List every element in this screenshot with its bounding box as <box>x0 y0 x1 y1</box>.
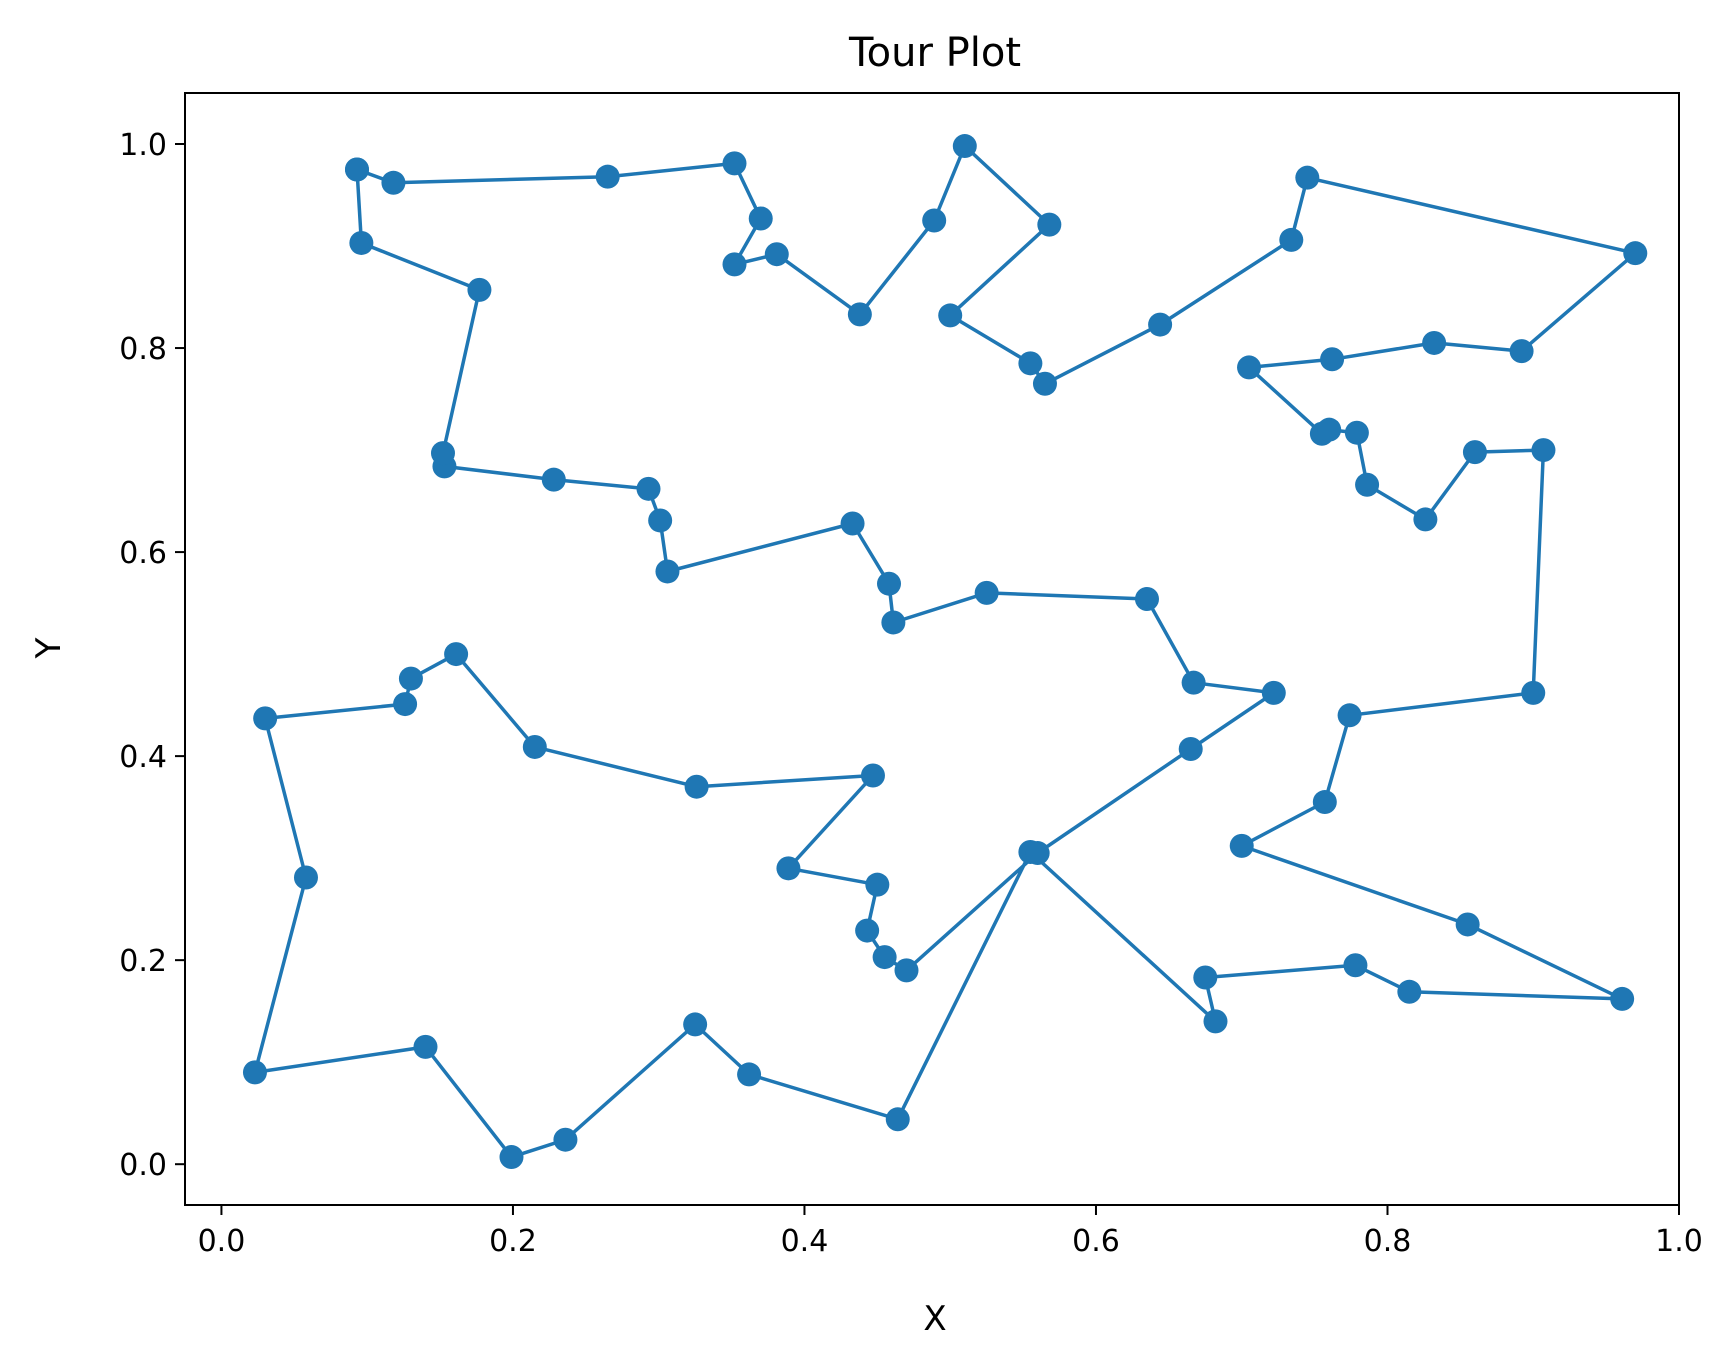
tour-point <box>1295 165 1320 190</box>
tour-point <box>1237 355 1262 380</box>
y-tick-label: 1.0 <box>119 128 167 163</box>
tour-point <box>522 734 547 759</box>
x-axis-label: X <box>923 1299 946 1339</box>
x-tick-label: 0.0 <box>198 1224 246 1259</box>
tour-point <box>840 511 865 536</box>
tour-point <box>1344 420 1369 445</box>
y-tick-label: 0.4 <box>119 740 167 775</box>
tour-point <box>877 571 902 596</box>
tour-point <box>1134 587 1159 612</box>
tour-point <box>413 1034 438 1059</box>
tour-point <box>1422 330 1447 355</box>
tour-point <box>1455 912 1480 937</box>
tour-point <box>722 252 747 277</box>
tour-point <box>684 774 709 799</box>
tour-point <box>885 1107 910 1132</box>
tour-point <box>737 1062 762 1087</box>
tour-point <box>865 872 890 897</box>
tour-point <box>541 467 566 492</box>
tour-point <box>776 856 801 881</box>
tour-point <box>1279 227 1304 252</box>
y-tick-label: 0.2 <box>119 944 167 979</box>
tour-point <box>398 666 423 691</box>
tour-point <box>938 303 963 328</box>
tour-point <box>748 206 773 231</box>
chart-title: Tour Plot <box>848 30 1021 76</box>
tour-point <box>855 918 880 943</box>
tour-point <box>1037 212 1062 237</box>
tour-point <box>1203 1009 1228 1034</box>
tour-point <box>722 151 747 176</box>
tour-point <box>636 476 661 501</box>
tour-point <box>349 230 374 255</box>
tour-point <box>1320 347 1345 372</box>
tour-point <box>242 1060 267 1085</box>
plot-area-frame <box>184 92 1680 1206</box>
y-axis-ticks: 0.0 0.2 0.4 0.6 0.8 1.0 <box>119 128 185 1183</box>
x-tick-label: 0.4 <box>781 1224 829 1259</box>
y-tick-label: 0.6 <box>119 536 167 571</box>
tour-point <box>467 277 492 302</box>
tour-point <box>1531 438 1556 463</box>
tour-point <box>1181 670 1206 695</box>
tour-point <box>847 302 872 327</box>
x-axis-ticks: 0.0 0.2 0.4 0.6 0.8 1.0 <box>198 1205 1703 1259</box>
tour-point <box>683 1012 708 1037</box>
tour-point <box>595 164 620 189</box>
tour-point <box>293 865 318 890</box>
tour-point <box>430 441 455 466</box>
tour-point <box>393 692 418 717</box>
tour-series <box>242 134 1648 1170</box>
tour-point <box>344 157 369 182</box>
tour-point <box>894 958 919 983</box>
tour-point <box>1397 979 1422 1004</box>
tour-point <box>253 706 278 731</box>
tour-point <box>1355 472 1380 497</box>
tour-point <box>1509 339 1534 364</box>
tour-point <box>648 508 673 533</box>
tour-point <box>1025 841 1050 866</box>
tour-point <box>922 208 947 233</box>
x-tick-label: 0.6 <box>1072 1224 1120 1259</box>
tour-point <box>881 610 906 635</box>
tour-point <box>1343 953 1368 978</box>
x-tick-label: 0.8 <box>1364 1224 1412 1259</box>
tour-point <box>764 242 789 267</box>
tour-point <box>1312 790 1337 815</box>
tour-point <box>1317 417 1342 442</box>
tour-point <box>381 170 406 195</box>
tour-point <box>655 559 680 584</box>
tour-point <box>1032 371 1057 396</box>
tour-point <box>872 945 897 970</box>
y-axis-label: Y <box>29 637 69 659</box>
tour-point <box>553 1127 578 1152</box>
tour-point <box>860 763 885 788</box>
x-tick-label: 0.2 <box>489 1224 537 1259</box>
tour-point <box>1610 986 1635 1011</box>
tour-point <box>1337 703 1362 728</box>
tour-point <box>1623 241 1648 266</box>
y-tick-label: 0.0 <box>119 1148 167 1183</box>
tour-point <box>1521 680 1546 705</box>
tour-point <box>952 134 977 159</box>
tour-point <box>1413 507 1438 532</box>
y-tick-label: 0.8 <box>119 332 167 367</box>
x-tick-label: 1.0 <box>1655 1224 1703 1259</box>
tour-point <box>1462 440 1487 465</box>
tour-point <box>1178 736 1203 761</box>
tour-point <box>499 1145 524 1170</box>
tour-point <box>1193 965 1218 990</box>
tour-point <box>1018 351 1043 376</box>
tour-point <box>974 580 999 605</box>
tour-point <box>1148 312 1173 337</box>
tour-point <box>444 642 469 667</box>
tour-point <box>1261 680 1286 705</box>
tour-point <box>1229 833 1254 858</box>
